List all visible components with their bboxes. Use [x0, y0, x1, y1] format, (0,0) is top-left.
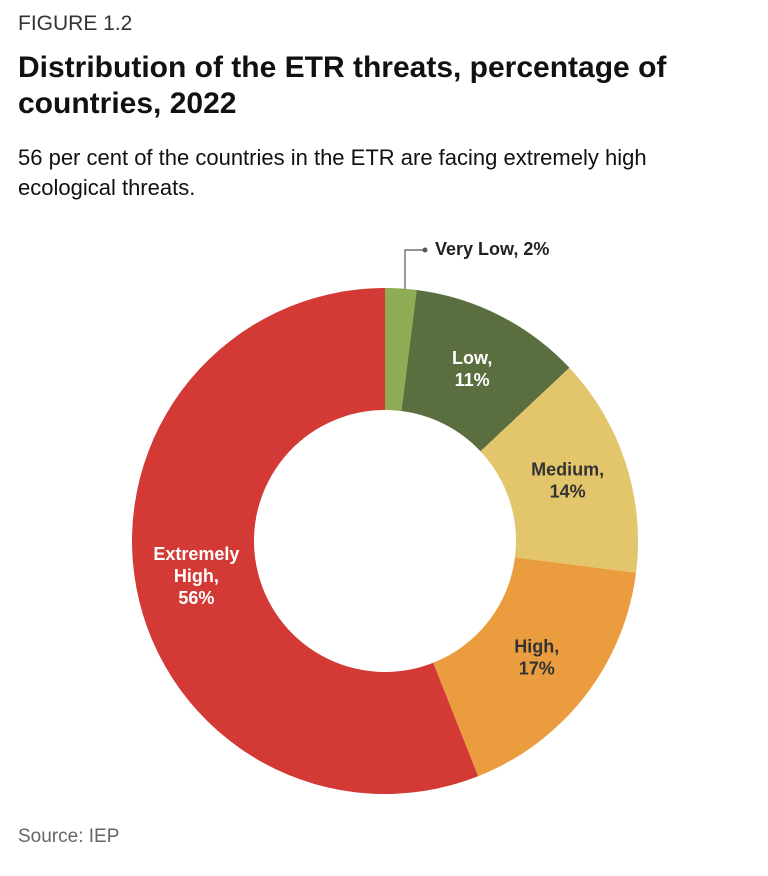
figure-label: FIGURE 1.2: [18, 12, 133, 35]
data-label: Very Low, 2%: [435, 239, 549, 259]
data-label: Extremely High, 56%: [153, 544, 239, 608]
data-label: Low, 11%: [452, 348, 492, 390]
data-label: High, 17%: [514, 636, 559, 678]
donut-slice: [401, 289, 570, 452]
data-label: Medium, 14%: [531, 459, 604, 501]
donut-slice: [480, 367, 638, 573]
donut-slice: [433, 557, 637, 777]
chart-subtitle: 56 per cent of the countries in the ETR …: [18, 145, 647, 200]
leader-dot: [422, 247, 428, 253]
source: Source: IEP: [18, 826, 120, 847]
leader-line: [404, 249, 425, 292]
chart-title: Distribution of the ETR threats, percent…: [18, 51, 667, 120]
donut-slice: [385, 288, 417, 412]
donut-slice: [132, 288, 479, 794]
